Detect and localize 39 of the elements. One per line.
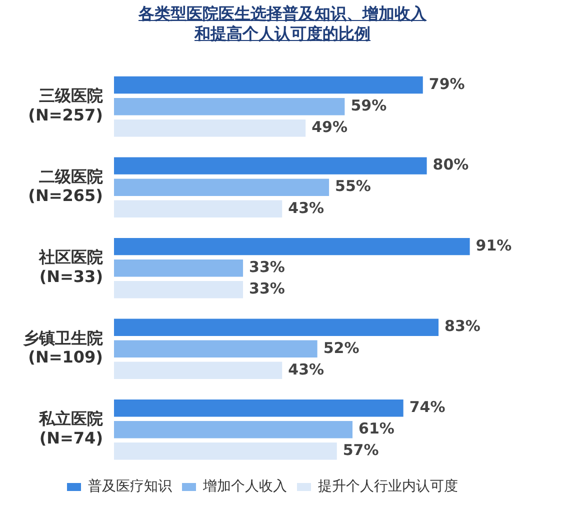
bar: [114, 200, 282, 218]
data-label: 43%: [288, 360, 324, 378]
bar: [114, 157, 427, 174]
y-tick-label: 私立医院 (N=74): [38, 409, 103, 448]
data-label: 61%: [358, 420, 394, 438]
y-tick-label: 乡镇卫生院 (N=109): [23, 328, 103, 367]
bar: [114, 238, 470, 256]
data-label: 80%: [432, 156, 469, 174]
y-tick-label: 三级医院 (N=257): [28, 86, 103, 124]
bar: [114, 362, 282, 380]
data-label: 33%: [249, 280, 285, 298]
bar: [114, 178, 330, 196]
legend-label: 增加个人收入: [202, 478, 287, 495]
data-label: 52%: [323, 338, 360, 357]
data-label: 55%: [335, 177, 371, 196]
bar: [114, 281, 244, 298]
bar: [114, 120, 306, 137]
legend-label: 普及医疗知识: [88, 478, 172, 495]
bar: [114, 76, 423, 94]
bar: [114, 399, 404, 417]
data-label: 59%: [350, 96, 387, 114]
legend-label: 提升个人行业内认可度: [318, 478, 458, 495]
data-label: 83%: [444, 317, 480, 336]
data-label: 33%: [249, 258, 285, 276]
data-label: 43%: [288, 198, 324, 217]
y-tick-label: 社区医院 (N=33): [38, 248, 103, 286]
bar: [114, 318, 439, 336]
y-tick-label: 二级医院 (N=265): [28, 166, 103, 206]
data-label: 74%: [409, 398, 446, 416]
bar: [114, 340, 318, 358]
bar: [114, 421, 353, 438]
bar: [114, 98, 345, 116]
bar: [114, 259, 244, 277]
data-label: 49%: [312, 118, 348, 136]
chart-title: 各类型医院医生选择普及知识、增加收入和提高个人认可度的比例: [137, 4, 428, 44]
bar: [114, 442, 337, 460]
data-label: 79%: [428, 74, 465, 93]
data-label: 91%: [476, 236, 512, 254]
data-label: 57%: [342, 441, 379, 460]
